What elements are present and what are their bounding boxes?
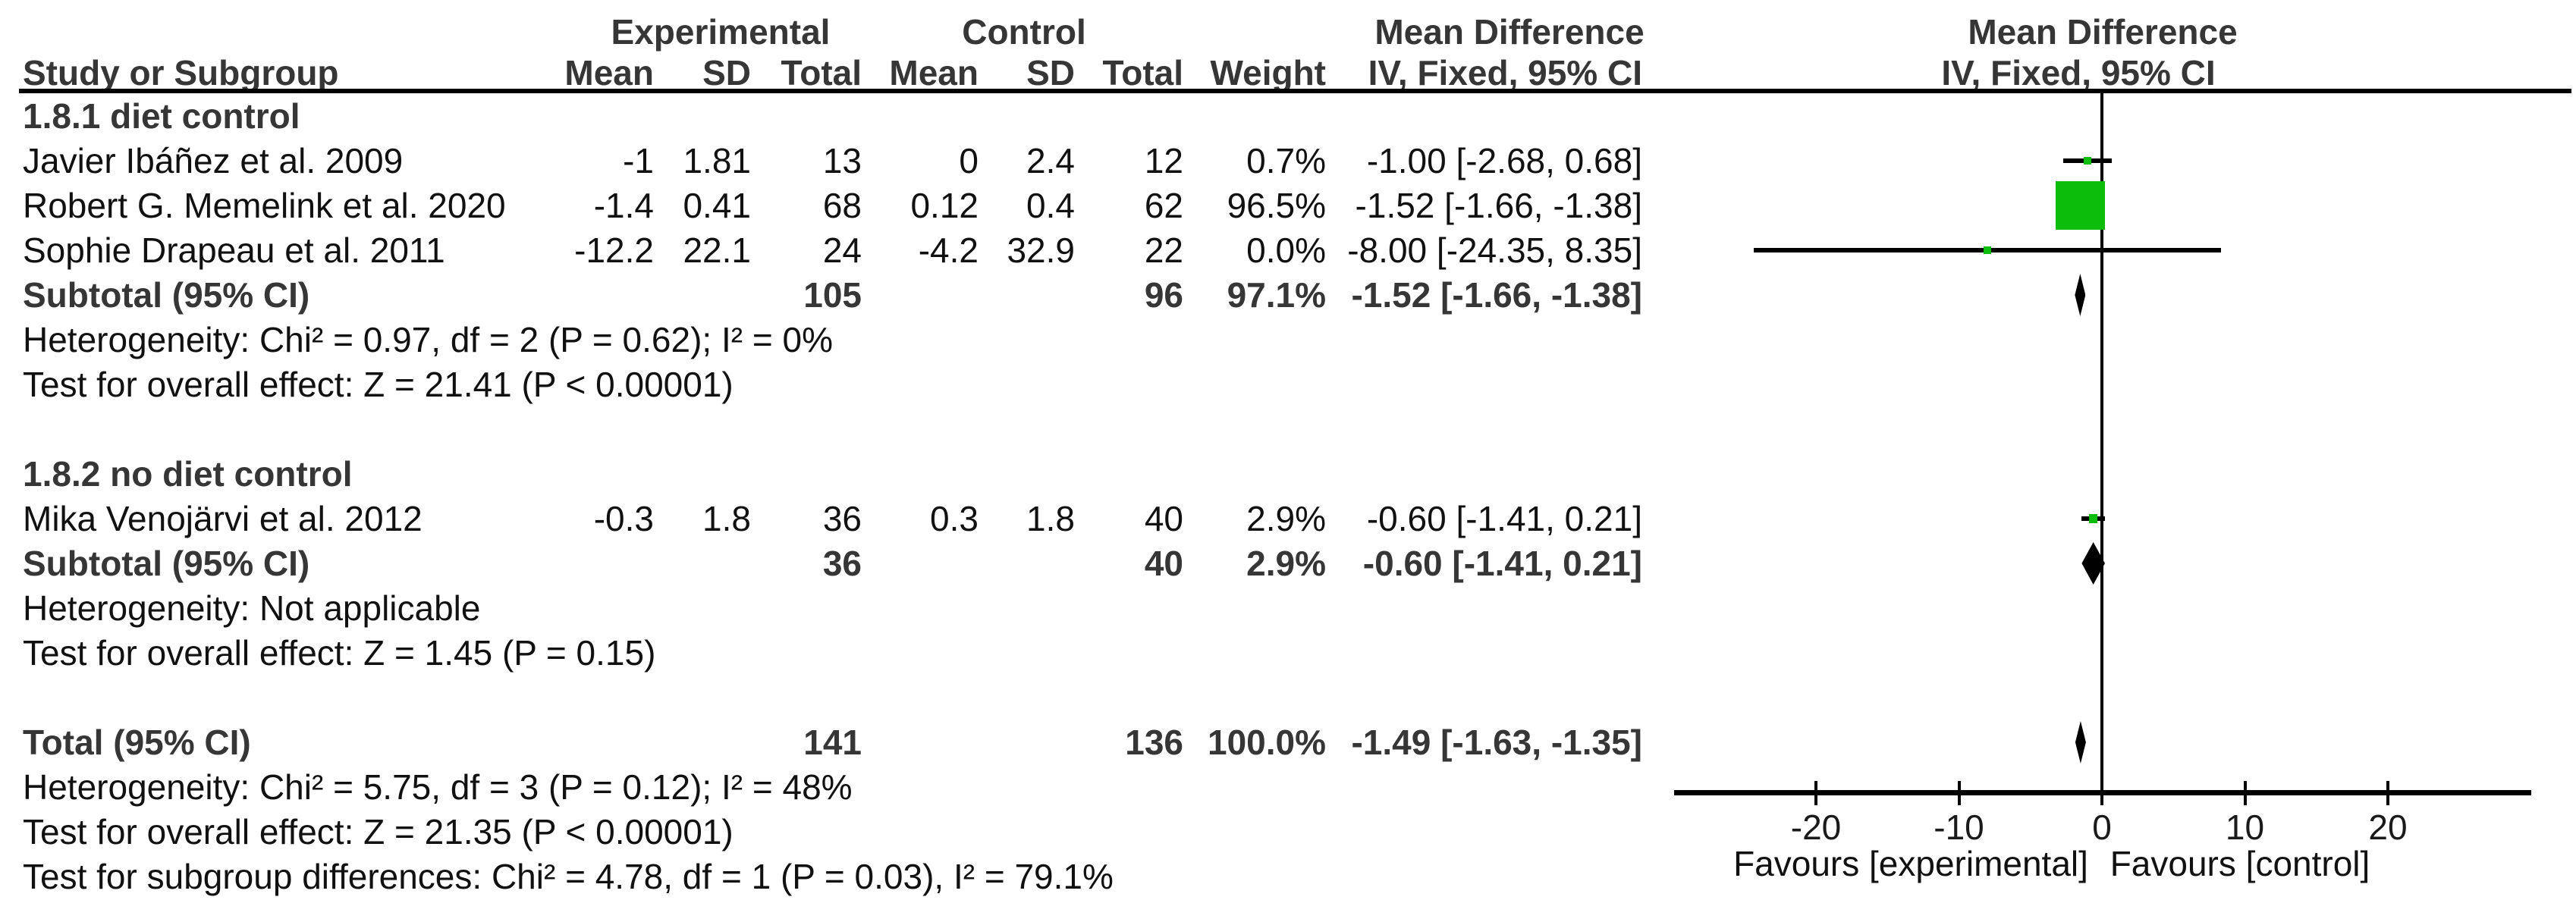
- control-total: 62: [1144, 186, 1183, 225]
- analysis-note: Test for overall effect: Z = 21.35 (P < …: [23, 812, 734, 851]
- col-header-weight: Weight: [1210, 53, 1326, 93]
- control-total: 96: [1144, 275, 1183, 315]
- weight-value: 96.5%: [1227, 186, 1326, 225]
- control-mean: 0.12: [910, 186, 979, 225]
- experimental-total: 13: [822, 141, 862, 180]
- weight-value: 0.7%: [1246, 141, 1326, 180]
- col-header-study: Study or Subgroup: [23, 53, 339, 93]
- analysis-note: Test for overall effect: Z = 21.41 (P < …: [23, 365, 734, 404]
- experimental-mean: -0.3: [593, 499, 654, 538]
- group-header-experimental: Experimental: [611, 12, 831, 52]
- weight-value: 97.1%: [1227, 275, 1326, 315]
- study-label: Javier Ibáñez et al. 2009: [23, 141, 404, 180]
- experimental-total: 36: [822, 499, 862, 538]
- experimental-total: 105: [803, 275, 862, 315]
- x-axis-tick: [2100, 781, 2103, 805]
- analysis-note: Heterogeneity: Chi² = 0.97, df = 2 (P = …: [23, 320, 833, 359]
- summary-diamond-marker: [2075, 274, 2086, 316]
- subgroup-title: 1.8.1 diet control: [23, 96, 300, 136]
- total-label: Total (95% CI): [23, 723, 251, 762]
- ci-text: -8.00 [-24.35, 8.35]: [1347, 230, 1642, 270]
- control-mean: 0.3: [930, 499, 979, 538]
- experimental-total: 24: [822, 230, 862, 270]
- study-label: Mika Venojärvi et al. 2012: [23, 499, 423, 538]
- summary-diamond-marker: [2075, 721, 2086, 764]
- control-mean: 0: [959, 141, 979, 180]
- control-total: 136: [1125, 723, 1183, 762]
- x-axis-tick-label: 10: [2225, 808, 2265, 847]
- experimental-sd: 22.1: [683, 230, 751, 270]
- control-mean: -4.2: [918, 230, 979, 270]
- ci-text: -1.52 [-1.66, -1.38]: [1355, 186, 1642, 225]
- control-sd: 2.4: [1026, 141, 1075, 180]
- weight-value: 2.9%: [1246, 499, 1326, 538]
- subgroup-title: 1.8.2 no diet control: [23, 454, 353, 494]
- weight-square-marker: [2089, 514, 2098, 523]
- experimental-total: 141: [803, 723, 862, 762]
- weight-value: 0.0%: [1246, 230, 1326, 270]
- ci-text: -1.00 [-2.68, 0.68]: [1366, 141, 1642, 180]
- control-sd: 32.9: [1007, 230, 1075, 270]
- ci-text: -0.60 [-1.41, 0.21]: [1366, 499, 1642, 538]
- mean-difference-header-right: Mean Difference: [1968, 12, 2238, 52]
- ci-text: -1.52 [-1.66, -1.38]: [1351, 275, 1642, 315]
- experimental-mean: -1.4: [593, 186, 654, 225]
- weight-value: 2.9%: [1246, 544, 1326, 583]
- experimental-sd: 1.81: [683, 141, 751, 180]
- experimental-mean: -12.2: [574, 230, 654, 270]
- col-header-total-experimental: Total: [781, 53, 862, 93]
- control-total: 40: [1144, 544, 1183, 583]
- analysis-note: Heterogeneity: Not applicable: [23, 588, 481, 628]
- control-total: 12: [1144, 141, 1183, 180]
- control-sd: 1.8: [1026, 499, 1075, 538]
- favours-experimental-label: Favours [experimental]: [1733, 844, 2088, 883]
- col-header-sd-experimental: SD: [702, 53, 751, 93]
- control-total: 40: [1144, 499, 1183, 538]
- ci-text: -0.60 [-1.41, 0.21]: [1362, 544, 1642, 583]
- x-axis-tick: [1814, 781, 1817, 805]
- subtotal-label: Subtotal (95% CI): [23, 544, 310, 583]
- col-header-ci-plot: IV, Fixed, 95% CI: [1941, 53, 2216, 93]
- x-axis-tick: [2386, 781, 2389, 805]
- experimental-total: 36: [822, 544, 862, 583]
- x-axis-tick-label: 20: [2368, 808, 2408, 847]
- ci-text: -1.49 [-1.63, -1.35]: [1351, 723, 1642, 762]
- zero-line: [2100, 92, 2103, 805]
- study-label: Robert G. Memelink et al. 2020: [23, 186, 506, 225]
- col-header-sd-control: SD: [1026, 53, 1075, 93]
- experimental-sd: 0.41: [683, 186, 751, 225]
- experimental-sd: 1.8: [702, 499, 751, 538]
- subtotal-label: Subtotal (95% CI): [23, 275, 310, 315]
- group-header-control: Control: [962, 12, 1086, 52]
- col-header-mean-experimental: Mean: [564, 53, 654, 93]
- mean-difference-header-left: Mean Difference: [1374, 12, 1645, 52]
- analysis-note: Test for subgroup differences: Chi² = 4.…: [23, 857, 1114, 896]
- experimental-total: 68: [822, 186, 862, 225]
- control-total: 22: [1144, 230, 1183, 270]
- col-header-mean-control: Mean: [889, 53, 979, 93]
- weight-square-marker: [2084, 157, 2092, 165]
- experimental-mean: -1: [623, 141, 654, 180]
- x-axis-tick: [2243, 781, 2247, 805]
- control-sd: 0.4: [1026, 186, 1075, 225]
- col-header-total-control: Total: [1102, 53, 1183, 93]
- analysis-note: Test for overall effect: Z = 1.45 (P = 0…: [23, 633, 656, 673]
- col-header-ci-text: IV, Fixed, 95% CI: [1368, 53, 1642, 93]
- study-label: Sophie Drapeau et al. 2011: [23, 230, 445, 270]
- favours-control-label: Favours [control]: [2109, 844, 2370, 883]
- weight-square-marker: [2055, 180, 2105, 230]
- x-axis-tick: [1957, 781, 1961, 805]
- x-axis-tick-label: -20: [1790, 808, 1842, 847]
- weight-value: 100.0%: [1207, 723, 1326, 762]
- header-underline: [19, 89, 2571, 93]
- analysis-note: Heterogeneity: Chi² = 5.75, df = 3 (P = …: [23, 767, 853, 807]
- x-axis-tick-label: 0: [2092, 808, 2112, 847]
- x-axis-tick-label: -10: [1934, 808, 1984, 847]
- weight-square-marker: [1984, 246, 1992, 254]
